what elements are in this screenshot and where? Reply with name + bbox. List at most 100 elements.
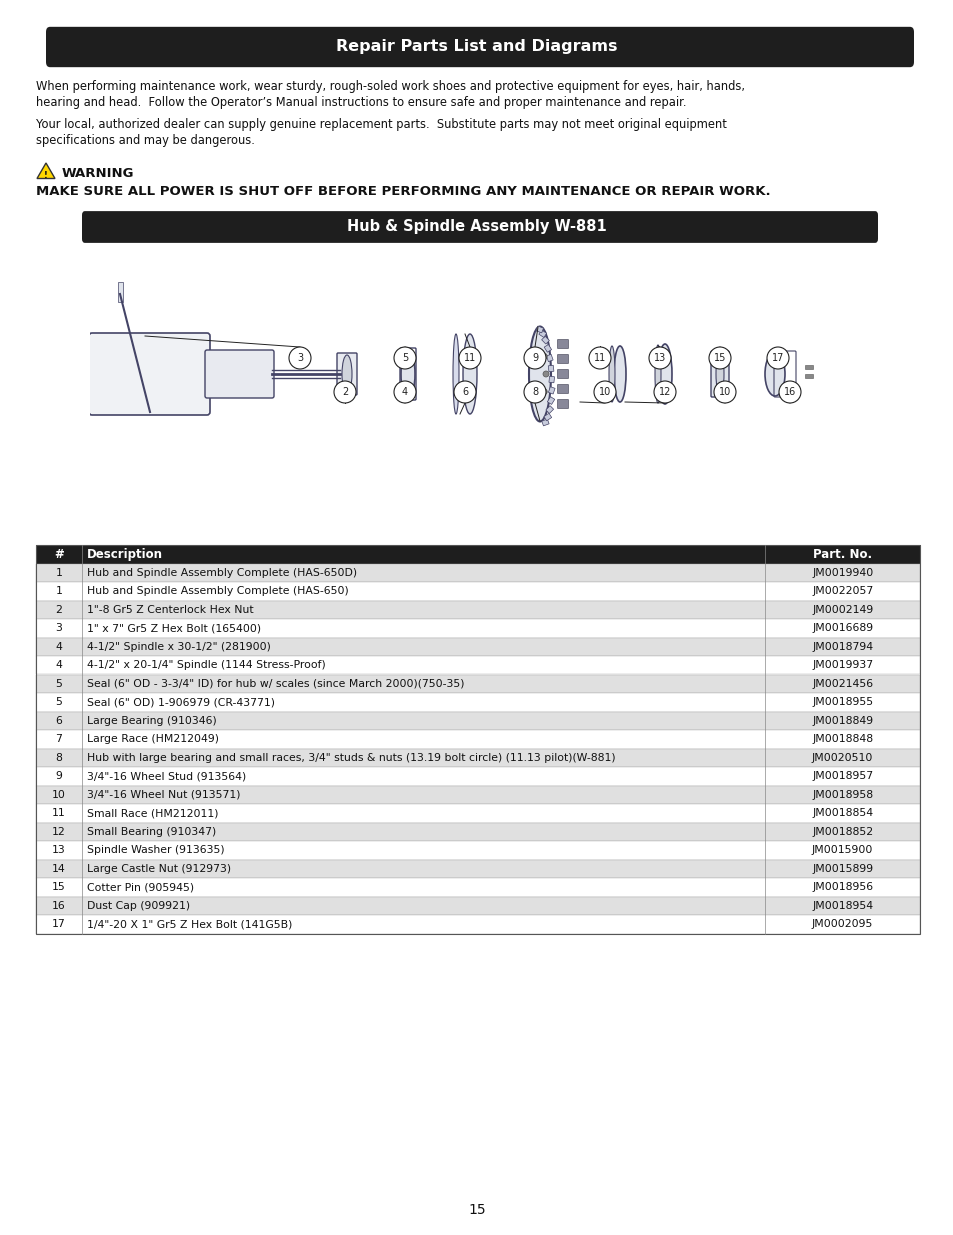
- Text: Seal (6" OD) 1-906979 (CR-43771): Seal (6" OD) 1-906979 (CR-43771): [87, 698, 274, 708]
- Text: Spindle Washer (913635): Spindle Washer (913635): [87, 845, 224, 856]
- Text: JM0018956: JM0018956: [811, 882, 872, 892]
- Bar: [804, 366, 812, 369]
- FancyBboxPatch shape: [557, 340, 568, 348]
- Text: JM0002095: JM0002095: [811, 919, 872, 929]
- Circle shape: [458, 347, 480, 369]
- Text: MAKE SURE ALL POWER IS SHUT OFF BEFORE PERFORMING ANY MAINTENANCE OR REPAIR WORK: MAKE SURE ALL POWER IS SHUT OFF BEFORE P…: [36, 185, 770, 198]
- Bar: [804, 374, 812, 378]
- Text: JM0018957: JM0018957: [811, 771, 872, 782]
- Text: Hub and Spindle Assembly Complete (HAS-650): Hub and Spindle Assembly Complete (HAS-6…: [87, 587, 349, 597]
- Text: 5: 5: [55, 698, 62, 708]
- Bar: [536, 326, 543, 333]
- Text: Large Race (HM212049): Large Race (HM212049): [87, 735, 219, 745]
- Bar: [548, 387, 555, 394]
- Text: WARNING: WARNING: [62, 167, 134, 180]
- Text: Large Castle Nut (912973): Large Castle Nut (912973): [87, 863, 231, 873]
- Ellipse shape: [716, 353, 723, 395]
- Bar: [541, 336, 549, 345]
- Circle shape: [540, 389, 547, 395]
- Text: hearing and head.  Follow the Operator’s Manual instructions to ensure safe and : hearing and head. Follow the Operator’s …: [36, 96, 686, 109]
- Text: 11: 11: [594, 353, 605, 363]
- Text: Description: Description: [87, 548, 163, 561]
- Text: 1" x 7" Gr5 Z Hex Bolt (165400): 1" x 7" Gr5 Z Hex Bolt (165400): [87, 624, 261, 634]
- Circle shape: [713, 382, 735, 403]
- Text: Hub & Spindle Assembly W-881: Hub & Spindle Assembly W-881: [347, 220, 606, 235]
- Text: JM0018852: JM0018852: [811, 826, 872, 837]
- Text: Large Bearing (910346): Large Bearing (910346): [87, 716, 216, 726]
- Text: 6: 6: [55, 716, 62, 726]
- Circle shape: [708, 347, 730, 369]
- Text: 15: 15: [52, 882, 66, 892]
- Circle shape: [766, 347, 788, 369]
- Text: 2: 2: [55, 605, 62, 615]
- Bar: [545, 405, 553, 414]
- Ellipse shape: [655, 345, 660, 403]
- Text: Small Race (HM212011): Small Race (HM212011): [87, 808, 218, 819]
- Text: JM0020510: JM0020510: [811, 753, 872, 763]
- Text: JM0021456: JM0021456: [811, 679, 872, 689]
- Ellipse shape: [462, 333, 476, 414]
- Text: 11: 11: [463, 353, 476, 363]
- Text: Cotter Pin (905945): Cotter Pin (905945): [87, 882, 193, 892]
- FancyBboxPatch shape: [710, 351, 728, 396]
- Text: 1: 1: [55, 568, 62, 578]
- Circle shape: [542, 370, 548, 377]
- Bar: [541, 419, 549, 426]
- Circle shape: [394, 347, 416, 369]
- Text: #: #: [54, 548, 64, 561]
- Text: Hub with large bearing and small races, 3/4" studs & nuts (13.19 bolt circle) (1: Hub with large bearing and small races, …: [87, 753, 615, 763]
- Text: Small Bearing (910347): Small Bearing (910347): [87, 826, 216, 837]
- Text: When performing maintenance work, wear sturdy, rough-soled work shoes and protec: When performing maintenance work, wear s…: [36, 80, 744, 93]
- Text: 9: 9: [532, 353, 537, 363]
- Bar: [546, 354, 553, 362]
- Text: Hub and Spindle Assembly Complete (HAS-650D): Hub and Spindle Assembly Complete (HAS-6…: [87, 568, 356, 578]
- Text: 1: 1: [55, 587, 62, 597]
- Ellipse shape: [453, 333, 458, 414]
- Text: 15: 15: [468, 1203, 485, 1216]
- Text: 3: 3: [296, 353, 303, 363]
- Text: 13: 13: [653, 353, 665, 363]
- Text: 6: 6: [461, 387, 468, 396]
- Text: JM0022057: JM0022057: [811, 587, 872, 597]
- Text: JM0018854: JM0018854: [811, 808, 872, 819]
- Text: 7: 7: [55, 735, 62, 745]
- Bar: [118, 282, 123, 303]
- Circle shape: [454, 382, 476, 403]
- Text: Repair Parts List and Diagrams: Repair Parts List and Diagrams: [335, 40, 618, 54]
- Text: 10: 10: [719, 387, 730, 396]
- Ellipse shape: [614, 346, 625, 403]
- Circle shape: [523, 347, 545, 369]
- Text: 4: 4: [55, 661, 62, 671]
- Circle shape: [540, 353, 547, 359]
- Ellipse shape: [608, 346, 615, 403]
- Text: 17: 17: [771, 353, 783, 363]
- Bar: [543, 345, 551, 352]
- Text: 4: 4: [401, 387, 408, 396]
- Text: 4-1/2" x 20-1/4" Spindle (1144 Stress-Proof): 4-1/2" x 20-1/4" Spindle (1144 Stress-Pr…: [87, 661, 325, 671]
- Bar: [538, 330, 546, 337]
- Text: 3: 3: [55, 624, 62, 634]
- Text: JM0002149: JM0002149: [811, 605, 872, 615]
- Circle shape: [394, 382, 416, 403]
- Circle shape: [523, 382, 545, 403]
- Text: 12: 12: [52, 826, 66, 837]
- Circle shape: [594, 382, 616, 403]
- Text: 5: 5: [55, 679, 62, 689]
- Bar: [543, 414, 551, 421]
- Text: Dust Cap (909921): Dust Cap (909921): [87, 900, 190, 910]
- Text: JM0018848: JM0018848: [811, 735, 872, 745]
- Text: 10: 10: [598, 387, 611, 396]
- Ellipse shape: [658, 345, 671, 404]
- Text: Part. No.: Part. No.: [812, 548, 871, 561]
- Text: 4: 4: [55, 642, 62, 652]
- Text: JM0018955: JM0018955: [811, 698, 872, 708]
- FancyBboxPatch shape: [336, 353, 356, 395]
- Text: JM0018794: JM0018794: [811, 642, 872, 652]
- Text: JM0016689: JM0016689: [811, 624, 872, 634]
- Text: JM0019940: JM0019940: [811, 568, 872, 578]
- Circle shape: [588, 347, 610, 369]
- Text: Your local, authorized dealer can supply genuine replacement parts.  Substitute : Your local, authorized dealer can supply…: [36, 119, 726, 131]
- Ellipse shape: [341, 354, 352, 393]
- Text: 8: 8: [532, 387, 537, 396]
- Text: 13: 13: [52, 845, 66, 856]
